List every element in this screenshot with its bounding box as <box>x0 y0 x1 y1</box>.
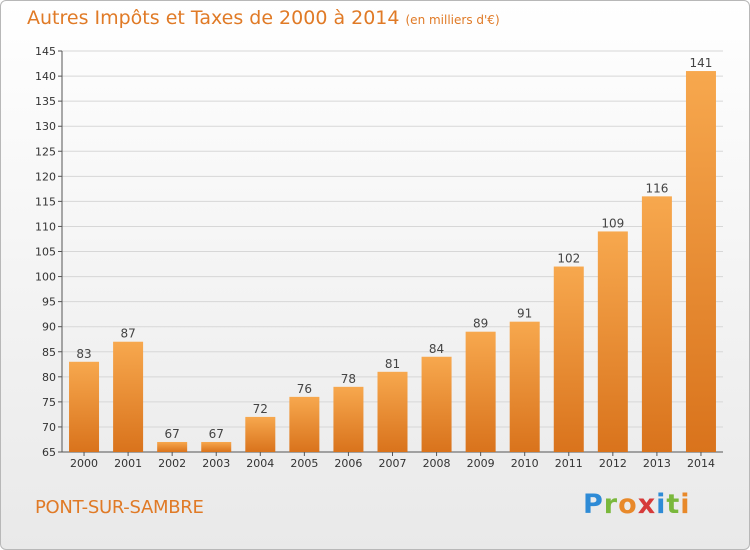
data-label: 84 <box>429 342 444 356</box>
y-tick-label: 85 <box>42 346 56 359</box>
y-tick-label: 95 <box>42 296 56 309</box>
x-tick-label: 2001 <box>114 457 142 470</box>
bar <box>685 71 716 453</box>
x-tick-label: 2004 <box>246 457 274 470</box>
x-tick-label: 2010 <box>511 457 539 470</box>
data-label: 83 <box>76 347 91 361</box>
y-tick-label: 115 <box>35 195 56 208</box>
x-tick-label: 2012 <box>599 457 627 470</box>
data-label: 67 <box>209 427 224 441</box>
logo-letter: o <box>618 489 638 520</box>
y-tick-label: 110 <box>35 220 56 233</box>
y-tick-label: 100 <box>35 271 56 284</box>
logo-letter: x <box>637 489 657 520</box>
bar <box>113 341 144 452</box>
data-label: 67 <box>165 427 180 441</box>
x-tick-label: 2002 <box>158 457 186 470</box>
x-tick-label: 2008 <box>423 457 451 470</box>
x-tick-label: 2014 <box>687 457 715 470</box>
y-tick-label: 65 <box>42 446 56 459</box>
data-label: 102 <box>557 252 580 266</box>
y-tick-label: 105 <box>35 246 56 259</box>
data-label: 72 <box>253 402 268 416</box>
logo-letter: t <box>666 489 681 520</box>
logo-letter: P <box>583 489 604 520</box>
y-tick-label: 125 <box>35 145 56 158</box>
chart-unit: (en milliers d'€) <box>405 13 500 27</box>
y-tick-label: 130 <box>35 120 56 133</box>
bar <box>201 441 232 452</box>
bar <box>553 266 584 452</box>
y-tick-label: 80 <box>42 371 56 384</box>
logo-letter: i <box>656 489 667 520</box>
chart-title: Autres Impôts et Taxes de 2000 à 2014 (en… <box>27 7 500 29</box>
x-tick-label: 2003 <box>202 457 230 470</box>
data-label: 87 <box>120 327 135 341</box>
bar <box>245 416 276 452</box>
bar <box>289 396 320 452</box>
bar <box>597 231 628 452</box>
y-tick-label: 70 <box>42 421 56 434</box>
y-tick-label: 135 <box>35 95 56 108</box>
bar <box>641 196 672 452</box>
x-tick-label: 2009 <box>467 457 495 470</box>
x-tick-label: 2000 <box>70 457 98 470</box>
data-label: 76 <box>297 382 312 396</box>
x-tick-label: 2007 <box>379 457 407 470</box>
bar <box>333 386 364 452</box>
data-label: 81 <box>385 357 400 371</box>
bar <box>509 321 540 452</box>
bar <box>377 371 408 452</box>
proxiti-logo: Proxiti <box>583 489 691 520</box>
data-label: 116 <box>645 181 668 195</box>
bar <box>465 331 496 452</box>
y-tick-label: 90 <box>42 321 56 334</box>
x-tick-label: 2011 <box>555 457 583 470</box>
data-label: 109 <box>601 216 624 230</box>
y-tick-label: 75 <box>42 396 56 409</box>
y-tick-label: 145 <box>35 45 56 58</box>
bar <box>69 361 100 452</box>
y-tick-label: 120 <box>35 170 56 183</box>
chart-title-text: Autres Impôts et Taxes de 2000 à 2014 <box>27 7 400 29</box>
data-label: 89 <box>473 317 488 331</box>
commune-name: PONT-SUR-SAMBRE <box>35 497 204 518</box>
data-label: 78 <box>341 372 356 386</box>
x-tick-label: 2013 <box>643 457 671 470</box>
bar <box>421 356 452 452</box>
bar <box>157 441 188 452</box>
x-tick-label: 2005 <box>290 457 318 470</box>
x-tick-label: 2006 <box>334 457 362 470</box>
logo-letter: i <box>680 489 691 520</box>
data-label: 141 <box>690 56 713 70</box>
y-tick-label: 140 <box>35 70 56 83</box>
logo-letter: r <box>603 489 619 520</box>
data-label: 91 <box>517 307 532 321</box>
